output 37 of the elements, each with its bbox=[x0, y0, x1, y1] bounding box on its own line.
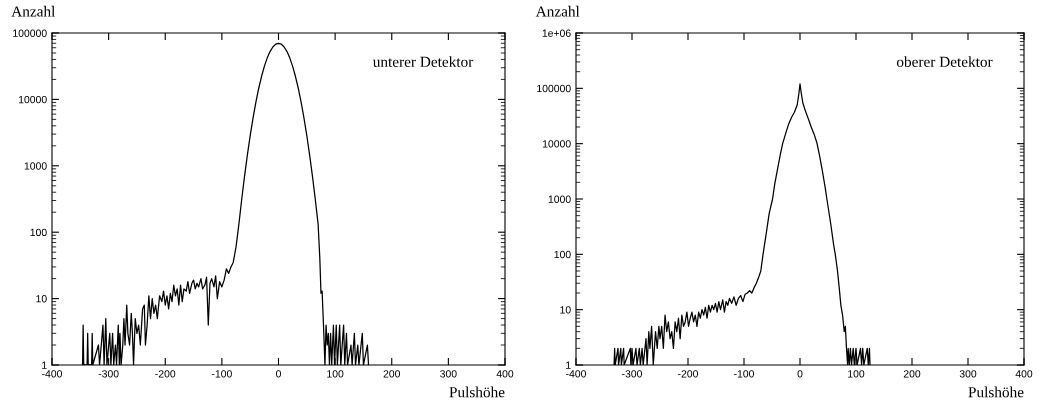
y-tick-label: 1000 bbox=[24, 162, 47, 170]
y-tick-label: 100 bbox=[554, 250, 571, 259]
annotation: oberer Detektor bbox=[896, 56, 993, 67]
x-tick-label: -200 bbox=[155, 370, 176, 378]
x-tick-label: -100 bbox=[734, 370, 755, 378]
y-tick-label: 10 bbox=[560, 306, 571, 314]
annotation: unterer Detektor bbox=[372, 56, 474, 67]
y-tick-label: 1e+06 bbox=[542, 29, 571, 37]
y-tick-label: 10 bbox=[36, 295, 47, 303]
y-tick-label: 100000 bbox=[13, 29, 47, 37]
x-tick-label: -400 bbox=[42, 370, 63, 378]
x-tick-label: -300 bbox=[98, 370, 119, 378]
x-tick-label: 400 bbox=[1015, 370, 1033, 378]
x-tick-label: 300 bbox=[440, 370, 457, 378]
y-tick-label: 100 bbox=[30, 228, 47, 237]
x-tick-label: 200 bbox=[383, 370, 401, 378]
x-tick-label: 300 bbox=[959, 370, 977, 378]
x-tick-label: 400 bbox=[496, 370, 514, 378]
y-tick-label: 10000 bbox=[18, 95, 47, 104]
x-tick-label: 100 bbox=[327, 370, 344, 378]
x-tick-label: 0 bbox=[276, 370, 281, 378]
y-tick-label: 1 bbox=[42, 361, 47, 369]
y-axis-title: Anzahl bbox=[535, 5, 580, 17]
y-tick-label: 100000 bbox=[537, 84, 571, 93]
x-tick-label: 0 bbox=[797, 370, 803, 378]
x-tick-label: -100 bbox=[211, 370, 232, 378]
x-tick-label: -400 bbox=[566, 370, 587, 378]
x-tick-label: -200 bbox=[678, 370, 699, 378]
x-tick-label: -300 bbox=[622, 370, 643, 378]
x-axis-title: Pulshöhe bbox=[968, 386, 1024, 398]
x-tick-label: 200 bbox=[903, 370, 921, 378]
y-tick-label: 1 bbox=[566, 361, 571, 369]
y-axis-title: Anzahl bbox=[11, 5, 56, 17]
x-axis-title: Pulshöhe bbox=[449, 386, 505, 398]
x-tick-label: 100 bbox=[848, 370, 865, 378]
y-tick-label: 1000 bbox=[548, 195, 571, 203]
y-tick-label: 10000 bbox=[542, 140, 571, 148]
